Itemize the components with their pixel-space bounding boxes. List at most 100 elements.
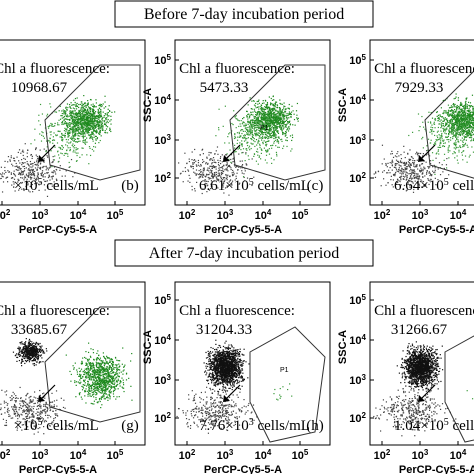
x-tick-label: 103 bbox=[32, 208, 49, 223]
base: 10 bbox=[154, 55, 166, 67]
panel-title: Chl a fluorescence: bbox=[0, 61, 110, 77]
cell-count-exp: 5 bbox=[37, 177, 42, 188]
exponent: 2 bbox=[386, 208, 391, 217]
cell-count: ×105 cells/mL bbox=[14, 177, 99, 195]
fluorescence-value: 31204.33 bbox=[196, 322, 252, 338]
x-tick-label: 103 bbox=[217, 448, 234, 463]
exponent: 3 bbox=[44, 208, 49, 217]
fluorescence-value: 10968.67 bbox=[11, 80, 68, 96]
base: 10 bbox=[450, 450, 462, 462]
x-tick-label: 105 bbox=[107, 448, 124, 463]
y-axis-label: SSC-A bbox=[142, 330, 154, 364]
exponent: 2 bbox=[362, 411, 367, 420]
exponent: 3 bbox=[424, 448, 429, 457]
x-axis-label: PerCP-Cy5-5-A bbox=[19, 224, 97, 236]
panel-title: Chl a fluorescence: bbox=[179, 61, 295, 77]
panel-letter: (b) bbox=[121, 178, 139, 194]
x-tick-label: 102 bbox=[0, 208, 11, 223]
y-tick-label: 103 bbox=[349, 373, 366, 388]
x-axis-label: PerCP-Cy5-5-A bbox=[399, 224, 474, 236]
x-tick-label: 103 bbox=[412, 448, 429, 463]
base: 10 bbox=[154, 135, 166, 147]
base: 10 bbox=[255, 450, 267, 462]
x-tick-label: 102 bbox=[179, 208, 196, 223]
exponent: 3 bbox=[44, 448, 49, 457]
arrow-head bbox=[223, 155, 230, 162]
exponent: 2 bbox=[167, 411, 172, 420]
x-axis-label: PerCP-Cy5-5-A bbox=[204, 464, 282, 474]
cell-count: 1.04×105 cells/mL bbox=[394, 417, 474, 435]
base: 10 bbox=[217, 210, 229, 222]
cell-count-post: cells/mL bbox=[254, 418, 310, 434]
base: 10 bbox=[70, 450, 82, 462]
base: 10 bbox=[154, 173, 166, 185]
gate bbox=[44, 306, 141, 423]
exponent: 5 bbox=[362, 53, 367, 62]
exponent: 5 bbox=[362, 293, 367, 302]
base: 10 bbox=[349, 95, 361, 107]
exponent: 3 bbox=[167, 133, 172, 142]
cell-count-post: cells/mL bbox=[449, 178, 474, 194]
exponent: 2 bbox=[191, 208, 196, 217]
exponent: 2 bbox=[362, 171, 367, 180]
exponent: 4 bbox=[362, 333, 367, 342]
cell-count-exp: 5 bbox=[444, 177, 449, 188]
base: 10 bbox=[349, 335, 361, 347]
x-tick-label: 104 bbox=[450, 208, 467, 223]
x-tick-label: 105 bbox=[107, 208, 124, 223]
exponent: 5 bbox=[304, 448, 309, 457]
y-tick-label: 104 bbox=[154, 333, 171, 348]
arrow bbox=[419, 384, 436, 401]
arrow bbox=[224, 144, 241, 161]
y-axis-label: SSC-A bbox=[142, 88, 154, 122]
y-tick-label: 102 bbox=[154, 411, 171, 426]
y-tick-label: 104 bbox=[154, 93, 171, 108]
cell-count-pre: 1.04×10 bbox=[394, 418, 444, 434]
x-tick-label: 104 bbox=[450, 448, 467, 463]
exponent: 5 bbox=[167, 53, 172, 62]
cell-count-pre: ×10 bbox=[14, 418, 37, 434]
base: 10 bbox=[70, 210, 82, 222]
fluorescence-value: 5473.33 bbox=[200, 80, 249, 96]
events bbox=[373, 341, 474, 437]
base: 10 bbox=[374, 210, 386, 222]
exponent: 3 bbox=[362, 133, 367, 142]
arrow-head bbox=[38, 155, 45, 162]
x-tick-label: 103 bbox=[412, 208, 429, 223]
exponent: 3 bbox=[229, 208, 234, 217]
base: 10 bbox=[349, 375, 361, 387]
heading: Before 7-day incubation period bbox=[144, 6, 344, 23]
gate bbox=[424, 70, 474, 179]
exponent: 4 bbox=[167, 333, 172, 342]
exponent: 3 bbox=[229, 448, 234, 457]
plot-frame bbox=[0, 281, 146, 446]
base: 10 bbox=[154, 95, 166, 107]
gate bbox=[229, 64, 326, 181]
y-tick-label: 104 bbox=[349, 333, 366, 348]
exponent: 5 bbox=[119, 448, 124, 457]
y-tick-label: 104 bbox=[349, 93, 366, 108]
base: 10 bbox=[217, 450, 229, 462]
base: 10 bbox=[255, 210, 267, 222]
cell-count-exp: 5 bbox=[249, 177, 254, 188]
y-tick-label: 103 bbox=[154, 373, 171, 388]
panel-title: Chl a fluorescence: bbox=[179, 303, 295, 319]
exponent: 4 bbox=[82, 208, 87, 217]
y-axis-label: SSC-A bbox=[337, 330, 349, 364]
arrow-head bbox=[418, 155, 425, 162]
y-tick-label: 102 bbox=[349, 411, 366, 426]
gate-label: P1 bbox=[280, 367, 289, 374]
exponent: 4 bbox=[462, 208, 467, 217]
events bbox=[178, 95, 299, 196]
cell-count-pre: 7.76×10 bbox=[199, 418, 249, 434]
plot-frame bbox=[174, 281, 331, 446]
cell-count-exp: 3 bbox=[249, 417, 254, 428]
base: 10 bbox=[292, 450, 304, 462]
base: 10 bbox=[292, 210, 304, 222]
gate bbox=[249, 326, 326, 443]
x-axis-label: PerCP-Cy5-5-A bbox=[204, 224, 282, 236]
x-tick-label: 104 bbox=[70, 448, 87, 463]
y-tick-label: 105 bbox=[154, 293, 171, 308]
base: 10 bbox=[0, 450, 6, 462]
